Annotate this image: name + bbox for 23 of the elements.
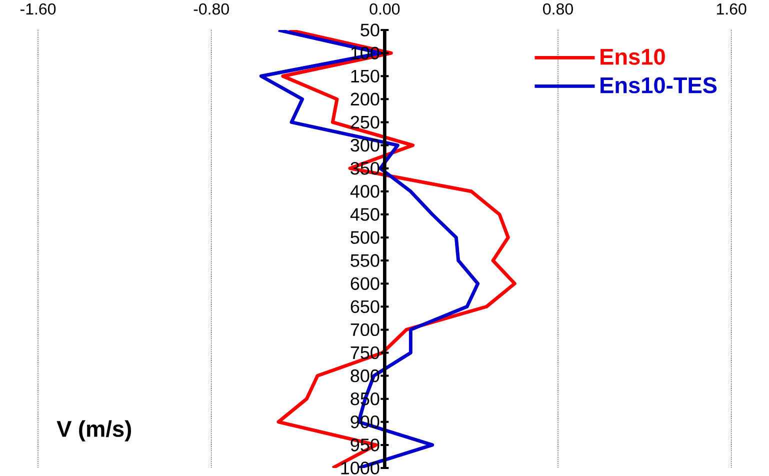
y-tick-label: 500 — [350, 231, 380, 244]
y-tick-label: 650 — [350, 300, 380, 314]
y-tick-label: 600 — [350, 277, 380, 290]
y-tick-label: 300 — [350, 138, 380, 152]
x-tick-label: 0.80 — [543, 3, 573, 15]
x-tick-label: 1.60 — [716, 3, 746, 15]
x-tick-label: -0.80 — [194, 3, 229, 15]
y-tick-label: 200 — [350, 92, 380, 106]
y-tick-label: 450 — [350, 208, 380, 221]
y-tick-label: 50 — [360, 24, 380, 36]
y-tick-label: 1000 — [341, 462, 380, 474]
x-tick-label: 0.00 — [370, 3, 400, 15]
y-tick-label: 150 — [351, 70, 380, 82]
legend-label: Ens10 — [600, 48, 665, 65]
y-tick-label: 750 — [350, 346, 380, 360]
y-tick-label: 700 — [350, 323, 380, 336]
x-axis-title: V (m/s) — [56, 420, 131, 442]
y-tick-label: 250 — [350, 116, 380, 129]
legend-label: Ens10-TES — [600, 77, 717, 94]
y-tick-label: 550 — [350, 254, 380, 267]
y-tick-label: 400 — [350, 185, 380, 198]
y-tick-label: 100 — [351, 46, 380, 60]
x-tick-label: -1.60 — [20, 3, 56, 15]
